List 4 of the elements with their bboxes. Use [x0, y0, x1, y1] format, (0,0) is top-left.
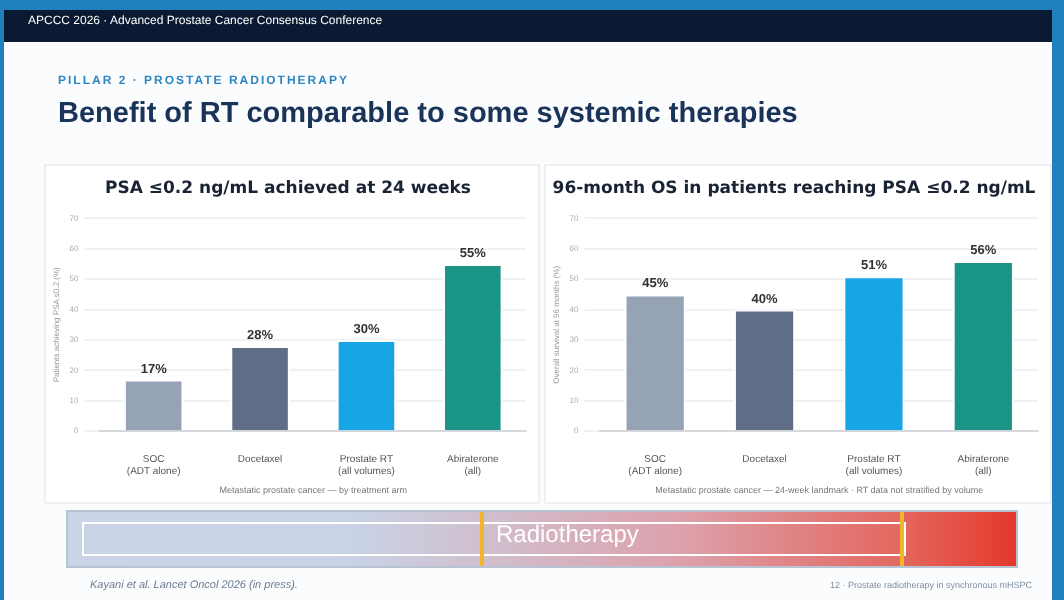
text: Benefit of RT comparable to some systemic therapies	[58, 98, 798, 130]
text: Radiotherapy	[496, 520, 639, 548]
chart-title: PSA ≤0.2 ng/mL achieved at 24 weeks	[105, 178, 471, 199]
chart-title: 96-month OS in patients reaching PSA ≤0.2 ng/mL	[552, 178, 1037, 199]
